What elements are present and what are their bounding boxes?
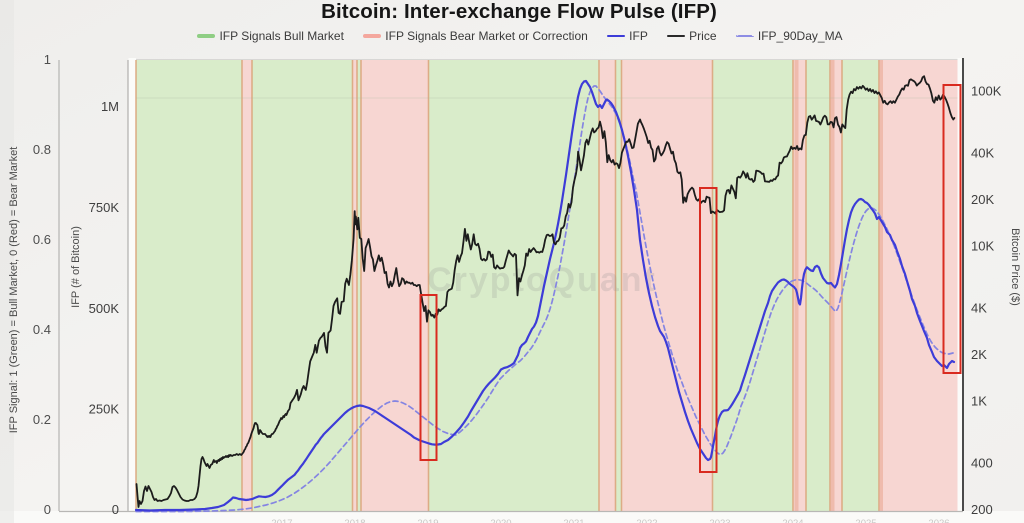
svg-text:2023: 2023	[709, 518, 730, 523]
svg-text:IFP Signal: 1 (Green) = Bull M: IFP Signal: 1 (Green) = Bull Market, 0 (…	[8, 147, 20, 434]
svg-text:2018: 2018	[344, 518, 365, 523]
svg-text:2K: 2K	[971, 347, 987, 362]
svg-text:IFP (# of Bitcoin): IFP (# of Bitcoin)	[70, 226, 82, 308]
svg-text:0.4: 0.4	[33, 322, 51, 337]
svg-text:100K: 100K	[971, 84, 1002, 99]
svg-text:0.6: 0.6	[33, 232, 51, 247]
svg-text:0.2: 0.2	[33, 412, 51, 427]
svg-text:2022: 2022	[636, 518, 657, 523]
svg-text:2025: 2025	[855, 518, 876, 523]
svg-text:20K: 20K	[971, 192, 994, 207]
svg-text:2020: 2020	[490, 518, 511, 523]
svg-text:1M: 1M	[101, 99, 119, 114]
svg-text:0.8: 0.8	[33, 142, 51, 157]
svg-text:0: 0	[44, 502, 51, 517]
svg-text:1: 1	[44, 52, 51, 67]
svg-text:2024: 2024	[782, 518, 803, 523]
svg-text:2021: 2021	[563, 518, 584, 523]
svg-text:2017: 2017	[271, 518, 292, 523]
svg-text:4K: 4K	[971, 301, 987, 316]
svg-text:400: 400	[971, 456, 993, 471]
svg-text:500K: 500K	[89, 301, 120, 316]
svg-text:10K: 10K	[971, 239, 994, 254]
svg-text:CryptoQuant: CryptoQuant	[427, 261, 657, 299]
svg-text:250K: 250K	[89, 402, 120, 417]
svg-text:40K: 40K	[971, 146, 994, 161]
svg-text:1K: 1K	[971, 394, 987, 409]
svg-text:Bitcoin Price ($): Bitcoin Price ($)	[1009, 228, 1021, 306]
svg-text:0: 0	[112, 502, 119, 517]
svg-text:750K: 750K	[89, 200, 120, 215]
svg-text:2026: 2026	[928, 518, 949, 523]
svg-text:200: 200	[971, 502, 993, 517]
svg-text:2019: 2019	[417, 518, 438, 523]
